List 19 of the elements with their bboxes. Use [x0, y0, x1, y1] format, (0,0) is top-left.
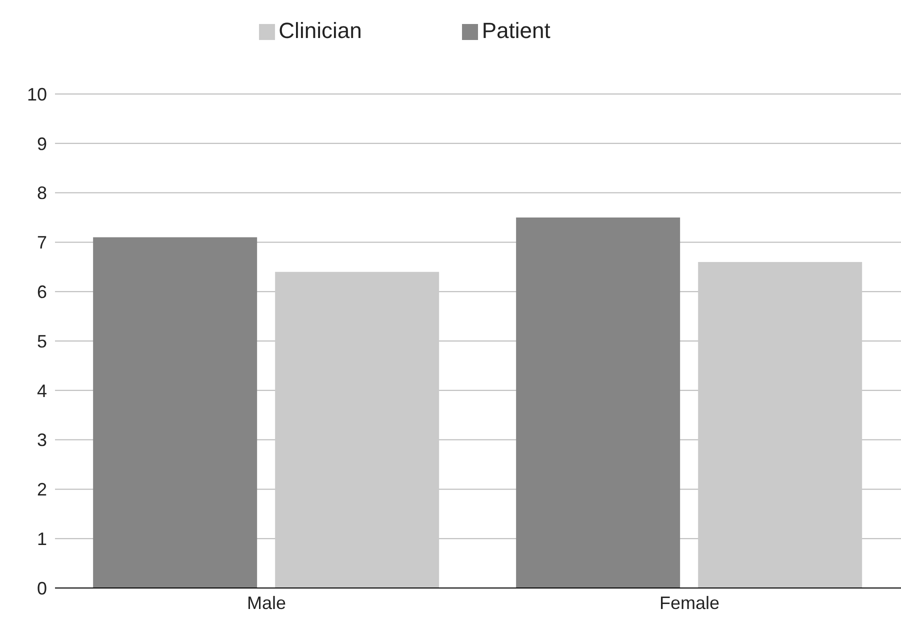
bar: [698, 262, 862, 588]
legend-label: Clinician: [278, 18, 362, 43]
y-tick-label: 3: [36, 430, 47, 450]
x-tick-label: Male: [246, 592, 286, 613]
y-tick-label: 1: [36, 528, 47, 549]
y-tick-label: 2: [36, 480, 47, 500]
bar: [516, 218, 680, 588]
bar: [275, 272, 440, 588]
y-tick-label: 6: [36, 282, 47, 302]
y-tick-label: 10: [26, 84, 47, 104]
bar: [93, 237, 258, 588]
y-tick-label: 7: [36, 232, 47, 253]
y-tick-label: 9: [36, 134, 47, 154]
y-tick-label: 8: [36, 183, 47, 204]
y-tick-label: 0: [36, 578, 47, 598]
legend-label: Patient: [482, 18, 550, 43]
x-tick-label: Female: [659, 592, 720, 613]
y-tick-label: 5: [36, 331, 47, 352]
y-tick-label: 4: [36, 380, 47, 401]
